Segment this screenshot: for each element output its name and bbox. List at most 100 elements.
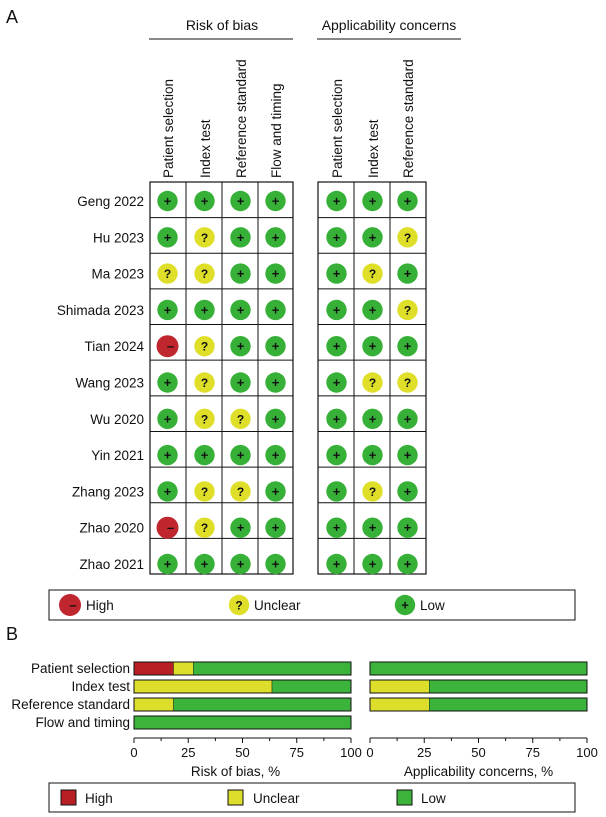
low-risk-symbol: + [333, 194, 341, 209]
low-risk-symbol: + [237, 375, 245, 390]
low-risk-dot [157, 408, 178, 429]
low-risk-dot [265, 481, 286, 502]
low-risk-symbol: + [201, 557, 209, 572]
rob-cell-hu-2023-2: + [230, 227, 251, 248]
high-risk-symbol: – [69, 598, 76, 613]
unclear-risk-dot [194, 227, 215, 248]
low-risk-dot [157, 227, 178, 248]
app-cell-geng-2022-0: + [326, 190, 347, 212]
low-risk-dot [157, 481, 178, 502]
study-label-wu-2020: Wu 2020 [90, 412, 144, 427]
unclear-risk-dot [194, 372, 215, 393]
assessment-grid: + + + + + + + +? + + + +??? + + +? + + + + + + + ? –? + + + + + +? + + +… [149, 181, 427, 575]
app-cell-ma-2023-2: + [397, 263, 418, 284]
low-risk-dot [326, 263, 347, 284]
low-risk-symbol: + [272, 411, 280, 426]
rob-cell-wang-2023-2: + [230, 372, 251, 393]
rob-cell-geng-2022-1: + [194, 190, 215, 212]
low-risk-symbol: + [369, 557, 377, 572]
low-risk-dot [194, 299, 215, 321]
low-risk-symbol: + [201, 302, 209, 317]
rob-cell-wu-2020-0: + [157, 408, 178, 429]
low-risk-dot [230, 263, 251, 284]
bar-unclear-patient-selection [173, 661, 194, 676]
app-col-patient-selection: Patient selection [330, 79, 345, 178]
rob-cell-wang-2023-3: + [265, 372, 286, 393]
unclear-risk-symbol: ? [201, 376, 208, 390]
bar-low-reference-standard [173, 697, 352, 712]
low-risk-symbol: + [272, 194, 280, 209]
unclear-risk-symbol: ? [404, 231, 411, 245]
rob-cell-zhao-2020-1: ? [194, 517, 215, 538]
low-risk-dot [230, 190, 251, 212]
low-risk-symbol: + [404, 194, 412, 209]
app-cell-ma-2023-0: + [326, 263, 347, 284]
low-risk-symbol: + [369, 302, 377, 317]
legend-unclear-label: Unclear [254, 598, 301, 613]
rob-col-flow-and-timing: Flow and timing [269, 83, 284, 178]
low-risk-dot [265, 190, 286, 212]
low-risk-symbol: + [369, 339, 377, 354]
bar-outline [369, 697, 588, 712]
rob-cell-shimada-2023-2: + [230, 299, 251, 321]
category-label-index-test: Index test [71, 679, 130, 694]
study-label-tian-2024: Tian 2024 [84, 339, 144, 354]
legend-unclear-icon: ? [228, 594, 250, 616]
unclear-risk-dot [397, 372, 418, 393]
app-cell-shimada-2023-1: + [362, 299, 383, 321]
unclear-risk-symbol: ? [201, 340, 208, 354]
unclear-risk-dot [230, 408, 251, 429]
rob-cell-hu-2023-3: + [265, 227, 286, 248]
panel-b-legend: High Unclear Low [60, 789, 446, 806]
bar-low-reference-standard [429, 697, 588, 712]
rob-cell-geng-2022-2: + [230, 190, 251, 212]
low-risk-symbol: + [404, 520, 412, 535]
low-risk-dot [326, 227, 347, 248]
app-col-index-test: Index test [366, 119, 381, 178]
low-risk-dot [326, 190, 347, 212]
app-cell-tian-2024-1: + [362, 336, 383, 357]
low-risk-symbol: + [237, 448, 245, 463]
high-risk-dot [59, 594, 81, 616]
bar-high-patient-selection [133, 661, 174, 676]
rob-col-patient-selection: Patient selection [161, 79, 176, 178]
rob-cell-geng-2022-3: + [265, 190, 286, 212]
low-risk-symbol: + [272, 448, 280, 463]
bar-outline [369, 661, 588, 676]
low-risk-symbol: + [164, 375, 172, 390]
rob-cell-yin-2021-0: + [157, 444, 178, 466]
low-risk-symbol: + [237, 266, 245, 281]
study-label-wang-2023: Wang 2023 [75, 376, 144, 391]
unclear-risk-dot [194, 336, 215, 357]
rob-cell-yin-2021-1: + [194, 444, 215, 466]
unclear-risk-symbol: ? [201, 267, 208, 281]
app-cell-wang-2023-0: + [326, 372, 347, 393]
high-risk-dot [156, 335, 179, 358]
unclear-risk-dot [194, 481, 215, 502]
unclear-risk-symbol: ? [201, 412, 208, 426]
category-label-flow-and-timing: Flow and timing [35, 715, 130, 730]
app-cell-zhang-2023-0: + [326, 481, 347, 502]
app-cell-yin-2021-1: + [362, 444, 383, 466]
applicability-header: Applicability concerns [322, 17, 457, 33]
x-tick-label: 25 [417, 745, 431, 760]
legend-low-icon: + [394, 594, 416, 616]
low-risk-dot [265, 553, 286, 575]
low-risk-symbol: + [164, 484, 172, 499]
low-risk-dot [362, 444, 383, 466]
rob-cell-zhang-2023-3: + [265, 481, 286, 502]
unclear-risk-dot [194, 263, 215, 284]
low-risk-symbol: + [164, 302, 172, 317]
low-risk-symbol: + [333, 302, 341, 317]
rob-cell-zhang-2023-1: ? [194, 481, 215, 502]
category-labels: Patient selection Index test Reference sta… [11, 661, 130, 730]
low-risk-dot [362, 553, 383, 575]
x-axis-title: Risk of bias, % [191, 764, 280, 779]
high-risk-dot [156, 516, 179, 539]
study-label-zhang-2023: Zhang 2023 [72, 484, 144, 499]
rob-cell-zhao-2021-2: + [230, 553, 251, 575]
low-risk-dot [265, 517, 286, 538]
bar-low-flow-and-timing [133, 715, 352, 730]
low-risk-dot [326, 481, 347, 502]
